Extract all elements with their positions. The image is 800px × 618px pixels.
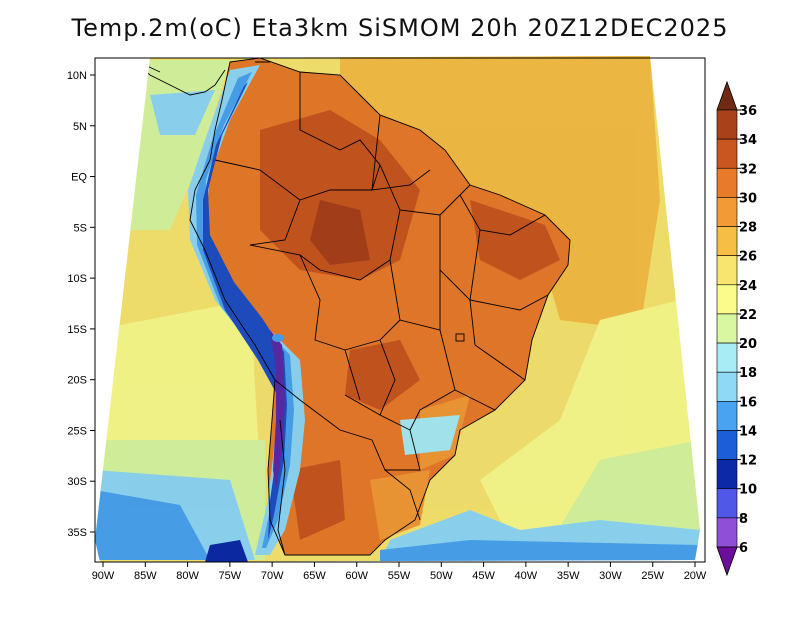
colorbar-bin (716, 430, 738, 460)
x-tick-label: 65W (303, 570, 326, 582)
y-axis: 10N 5N EQ 5S 10S 15S 20S 25S 30S 35S (67, 70, 95, 539)
x-tick-label: 45W (472, 570, 495, 582)
y-tick-label: 25S (67, 425, 87, 437)
x-tick-label: 70W (261, 570, 284, 582)
colorbar-label: 6 (739, 541, 748, 556)
colorbar-bin (716, 284, 738, 315)
colorbar-bin (716, 109, 738, 140)
y-tick-label: EQ (71, 172, 87, 184)
x-tick-label: 30W (599, 570, 622, 582)
colorbar-label: 12 (739, 454, 757, 469)
colorbar-bin (716, 488, 738, 519)
colorbar-bin (716, 371, 738, 402)
colorbar-label: 8 (739, 512, 748, 527)
colorbar-label: 16 (739, 395, 757, 410)
x-tick-label: 50W (430, 570, 453, 582)
y-tick-label: 10S (67, 273, 87, 285)
colorbar-label: 10 (739, 483, 757, 498)
colorbar-bin (716, 517, 738, 548)
y-tick-label: 20S (67, 375, 87, 387)
colorbar-label: 34 (739, 133, 757, 148)
y-tick-label: 5N (73, 121, 87, 133)
colorbar-bin (716, 197, 738, 227)
colorbar-bin (716, 226, 738, 256)
x-axis: 90W 85W 80W 75W 70W 65W 60W 55W 50W 45W 40W 35W 30W 2… (92, 562, 707, 582)
y-tick-label: 15S (67, 324, 87, 336)
y-tick-label: 10N (67, 70, 87, 82)
x-tick-label: 75W (219, 570, 242, 582)
colorbar: 36 34 32 30 28 26 24 22 20 18 16 14 12 10 8 6 (716, 80, 757, 577)
colorbar-label: 30 (739, 191, 757, 206)
x-tick-label: 55W (388, 570, 411, 582)
x-tick-label: 20W (684, 570, 707, 582)
temperature-field (95, 56, 700, 562)
x-tick-label: 25W (641, 570, 664, 582)
map-title: Temp.2m(oC) Eta3km SiSMOM 20h 20Z12DEC20… (71, 14, 729, 42)
colorbar-label: 26 (739, 250, 757, 265)
colorbar-label: 36 (739, 104, 757, 119)
y-tick-label: 35S (67, 527, 87, 539)
colorbar-bin (716, 401, 738, 431)
y-tick-label: 5S (74, 222, 87, 234)
x-tick-label: 80W (176, 570, 199, 582)
colorbar-top-arrow (716, 80, 738, 111)
colorbar-bin (716, 459, 738, 490)
y-tick-label: 30S (67, 476, 87, 488)
colorbar-bin (716, 342, 738, 373)
x-tick-label: 85W (134, 570, 157, 582)
x-tick-label: 90W (92, 570, 115, 582)
colorbar-bottom-arrow (716, 546, 738, 577)
x-tick-label: 60W (345, 570, 368, 582)
colorbar-label: 18 (739, 366, 757, 381)
colorbar-label: 24 (739, 279, 757, 294)
colorbar-bin (716, 138, 738, 169)
colorbar-label: 20 (739, 337, 757, 352)
colorbar-bin (716, 255, 738, 286)
x-tick-label: 40W (515, 570, 538, 582)
colorbar-label: 32 (739, 162, 757, 177)
plot-frame (94, 57, 706, 563)
x-tick-label: 35W (557, 570, 580, 582)
colorbar-label: 28 (739, 221, 757, 236)
colorbar-label: 14 (739, 424, 757, 439)
colorbar-label: 22 (739, 308, 757, 323)
colorbar-bin (716, 167, 738, 198)
colorbar-bin (716, 313, 738, 344)
